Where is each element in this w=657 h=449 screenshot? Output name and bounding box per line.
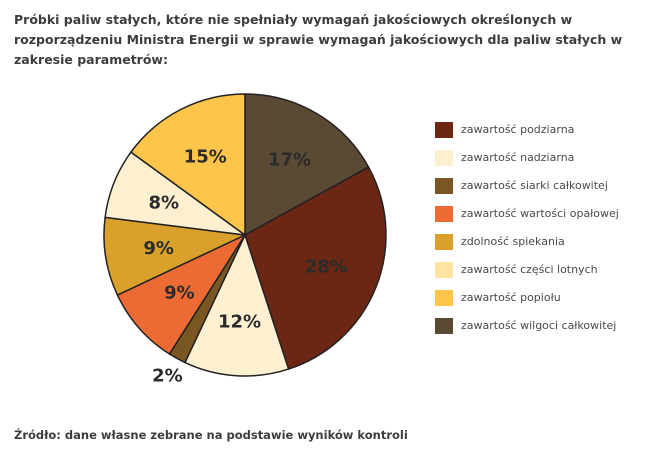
chart-title: Próbki paliw stałych, które nie spełniał…: [14, 12, 623, 67]
legend-item: zawartość części lotnych: [435, 260, 619, 279]
legend-swatch: [435, 121, 453, 138]
slice-label: 2%: [152, 366, 183, 387]
slice-label: 9%: [143, 238, 174, 259]
pie-slice: [244, 93, 370, 236]
legend-swatch: [435, 317, 453, 334]
legend-label: zawartość wilgoci całkowitej: [461, 319, 617, 332]
legend-item: zawartość podziarna: [435, 120, 619, 139]
source-note: Źródło: dane własne zebrane na podstawie…: [14, 428, 408, 442]
legend-label: zawartość popiołu: [461, 291, 561, 304]
legend-swatch: [435, 177, 453, 194]
pie-slice: [103, 216, 246, 296]
legend-swatch: [435, 205, 453, 222]
legend-swatch: [435, 233, 453, 250]
slice-label: 28%: [305, 257, 348, 278]
slice-label: 12%: [218, 312, 261, 333]
pie-slice: [130, 93, 246, 236]
slice-label: 17%: [268, 149, 311, 170]
pie-slice: [184, 234, 290, 377]
legend-label: zawartość nadziarna: [461, 151, 575, 164]
legend-label: zdolność spiekania: [461, 235, 565, 248]
legend-label: zawartość podziarna: [461, 123, 575, 136]
legend-item: zawartość popiołu: [435, 288, 619, 307]
legend-label: zawartość części lotnych: [461, 263, 598, 276]
legend-swatch: [435, 149, 453, 166]
legend-item: zawartość siarki całkowitej: [435, 176, 619, 195]
slice-label: 9%: [164, 282, 195, 303]
slice-label: 15%: [184, 147, 227, 168]
legend-swatch: [435, 289, 453, 306]
pie-slice: [244, 166, 387, 370]
legend-label: zawartość wartości opałowej: [461, 207, 619, 220]
legend-item: zawartość nadziarna: [435, 148, 619, 167]
legend-item: zawartość wartości opałowej: [435, 204, 619, 223]
legend-label: zawartość siarki całkowitej: [461, 179, 608, 192]
pie-slice: [116, 234, 246, 355]
legend-item: zdolność spiekania: [435, 232, 619, 251]
legend-item: zawartość wilgoci całkowitej: [435, 316, 619, 335]
legend-swatch: [435, 261, 453, 278]
chart-legend: zawartość podziarna zawartość nadziarna …: [435, 120, 619, 344]
slice-label: 8%: [148, 192, 179, 213]
